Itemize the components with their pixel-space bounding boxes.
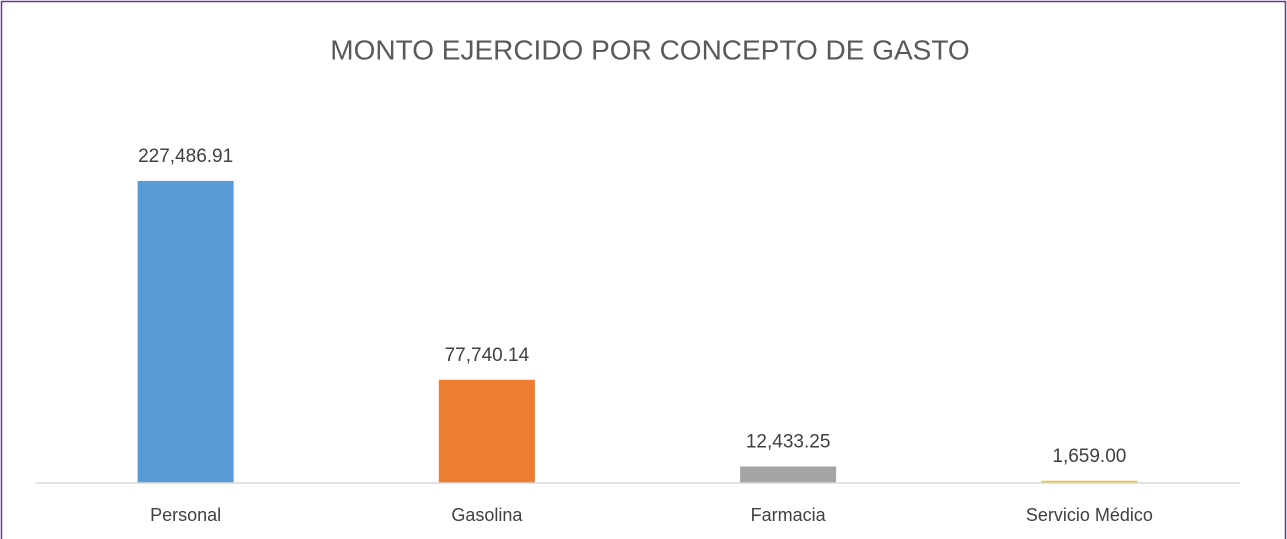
bar (740, 466, 837, 483)
x-tick-label: Gasolina (451, 505, 523, 525)
bar (1041, 480, 1138, 483)
data-label: 227,486.91 (138, 146, 233, 167)
bar (137, 180, 234, 483)
chart-title: MONTO EJERCIDO POR CONCEPTO DE GASTO (330, 34, 969, 65)
x-tick-label: Personal (150, 505, 221, 525)
data-label: 12,433.25 (746, 432, 831, 453)
data-label: 1,659.00 (1052, 446, 1126, 467)
data-label: 77,740.14 (445, 345, 530, 366)
x-tick-label: Servicio Médico (1026, 505, 1153, 525)
bar (438, 379, 535, 483)
x-tick-label: Farmacia (751, 505, 827, 525)
